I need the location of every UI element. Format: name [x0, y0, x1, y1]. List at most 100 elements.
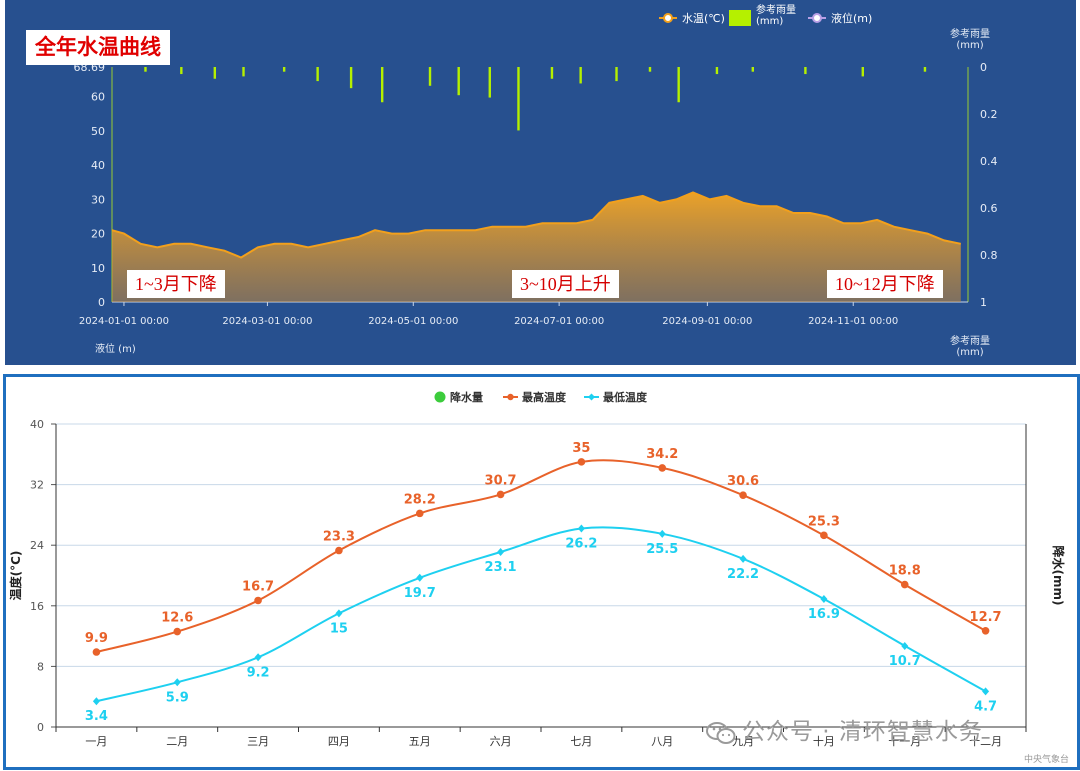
watermark: 公众号 · 清环智慧水务	[706, 712, 983, 746]
x-tick-label: 十一月	[888, 734, 921, 748]
source-note: 中央气象台	[1023, 755, 1069, 765]
rain-bar	[677, 67, 680, 103]
min-temp-label: 26.2	[565, 537, 597, 552]
rain-bars	[144, 67, 927, 131]
rain-bar	[428, 67, 432, 86]
min-temp-point	[982, 687, 990, 696]
max-temp-point	[254, 596, 262, 605]
annotation-oct-dec: 10~12月下降	[827, 270, 943, 298]
min-temp-point	[577, 524, 585, 533]
max-temp-label: 25.3	[808, 514, 840, 529]
max-temp-point	[335, 546, 343, 555]
right-axis-title-top: 参考雨量	[950, 27, 990, 40]
min-temp-label: 4.7	[974, 699, 997, 714]
x-tick-label: 三月	[247, 735, 269, 748]
max-temp-point	[173, 627, 182, 636]
legend-precip-marker	[434, 391, 446, 403]
min-temp-point	[92, 697, 100, 706]
min-temp-point	[739, 554, 747, 563]
y2-axis-title: 降水(mm)	[1051, 546, 1066, 606]
y-tick-label: 16	[30, 600, 44, 613]
rain-bar	[213, 67, 217, 79]
min-temp-point	[901, 641, 909, 650]
min-temp-label: 23.1	[485, 560, 517, 575]
legend-max-label: 最高温度	[522, 390, 567, 404]
max-temp-label: 34.2	[646, 447, 678, 462]
legend-min-label: 最低温度	[603, 390, 648, 404]
right-axis-title-bottom: (mm)	[956, 347, 983, 358]
max-temp-point	[496, 490, 505, 499]
legend-level-marker	[812, 13, 822, 23]
x-tick-label: 七月	[570, 735, 592, 748]
left-tick-label: 40	[91, 159, 105, 172]
rain-bar	[282, 67, 286, 72]
rain-bar	[316, 67, 319, 82]
max-temp-point	[92, 648, 101, 656]
monthly-temp-chart-svg: 0 8 16 24 32 40 一月 二月 三月 四月 五月 六月 七月 八月 九月 十月 十一月 十二月 温度(°…	[8, 390, 1066, 748]
x-tick-label: 五月	[409, 735, 431, 748]
legend-temp-marker	[663, 13, 673, 23]
legend-max-marker	[507, 393, 514, 401]
right-tick-label: 0	[980, 61, 987, 74]
max-temp-point	[981, 626, 990, 635]
max-temp-label: 30.7	[485, 473, 517, 488]
rain-bar	[180, 67, 183, 75]
legend-rain-swatch	[729, 10, 751, 26]
right-axis-title-bottom: 参考雨量	[950, 334, 990, 347]
max-temp-point	[739, 491, 747, 500]
rain-bar	[380, 67, 384, 103]
max-temp-point	[415, 509, 424, 518]
chart-axes: 0 8 16 24 32 40 一月 二月 三月 四月 五月 六月 七月 八月 九月 十月 十一月 十二月 温度(°…	[8, 418, 1066, 748]
x-tick-label: 2024-07-01 00:00	[514, 316, 604, 327]
chart-legend: 水温(℃) 参考雨量(mm) 液位(m)	[659, 3, 872, 27]
y-tick-label: 40	[30, 418, 44, 431]
max-temp-point	[658, 464, 667, 472]
left-axis-title-bottom: 液位 (m)	[95, 342, 136, 355]
x-tick-label: 2024-03-01 00:00	[222, 316, 312, 327]
left-tick-label: 60	[91, 91, 105, 104]
rain-bar	[804, 67, 807, 75]
x-tick-label: 二月	[166, 735, 188, 748]
chart-legend: 降水量 最高温度 最低温度	[434, 390, 648, 404]
min-temp-label: 5.9	[166, 690, 189, 705]
min-temp-label: 22.2	[727, 567, 759, 582]
rain-bar	[242, 67, 245, 77]
rain-bar	[923, 67, 927, 72]
x-tick-label: 十二月	[969, 734, 1002, 748]
min-temp-label: 10.7	[889, 654, 921, 669]
legend-level-label: 液位(m)	[831, 11, 872, 25]
legend-rain-label: (mm)	[756, 16, 783, 27]
x-tick-label: 2024-05-01 00:00	[368, 316, 458, 327]
max-temp-label: 30.6	[727, 474, 759, 489]
max-temp-point	[577, 458, 586, 466]
water-temp-line	[111, 191, 961, 259]
y-tick-label: 0	[37, 721, 44, 734]
x-tick-label: 九月	[732, 735, 754, 748]
series-lines: 9.9 12.6 16.7 23.3 28.2 30.7 35 34.2 30.6 25.3 18.…	[85, 441, 1002, 724]
max-temp-label: 35	[572, 441, 590, 456]
min-temp-label: 9.2	[247, 665, 270, 680]
max-temp-label: 28.2	[404, 492, 436, 507]
rain-bar	[517, 67, 520, 131]
annotation-mar-oct: 3~10月上升	[512, 270, 619, 298]
x-tick-label: 六月	[490, 735, 512, 748]
min-temp-label: 25.5	[646, 542, 678, 557]
max-temp-label: 16.7	[242, 579, 274, 594]
min-temp-point	[820, 594, 828, 603]
right-axis-title-top: (mm)	[956, 40, 983, 51]
x-tick-label: 十月	[813, 734, 835, 748]
rain-bar	[861, 67, 864, 77]
water-temp-chart-panel: 0 10 20 30 40 50 60 68.69 0 0.2 0.4 0.6 0.8 1 2024-01-…	[5, 0, 1076, 365]
rain-bar	[457, 67, 460, 96]
max-temp-label: 18.8	[889, 564, 921, 579]
max-temp-label: 12.6	[161, 611, 193, 626]
y-tick-label: 8	[37, 660, 44, 673]
x-tick-label: 2024-11-01 00:00	[808, 316, 898, 327]
max-temp-label: 23.3	[323, 530, 355, 545]
rain-bar	[715, 67, 719, 75]
water-temp-area	[111, 191, 961, 302]
chart-gridlines	[56, 423, 1026, 667]
y-axis-title: 温度(°C)	[8, 551, 23, 601]
min-temp-point	[416, 573, 424, 582]
